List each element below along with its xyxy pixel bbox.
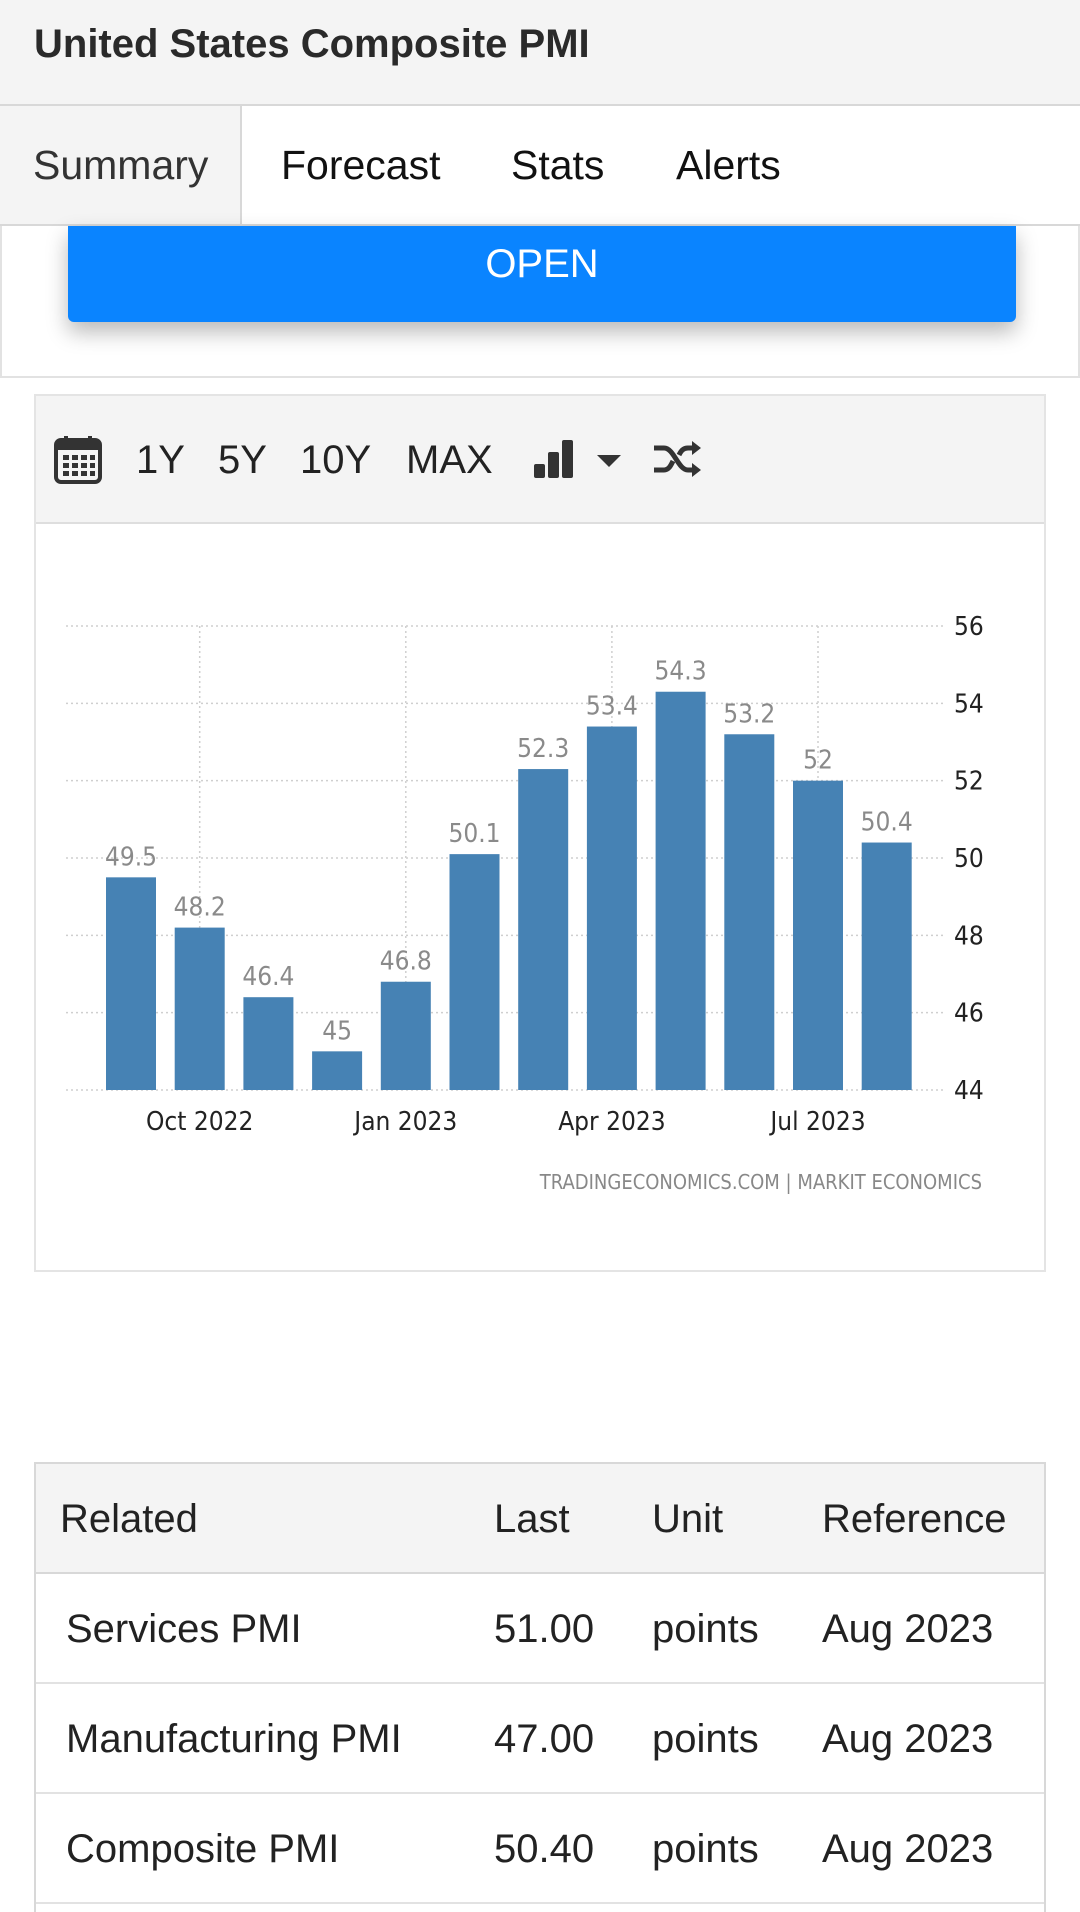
tab-bar: Summary Forecast Stats Alerts <box>0 106 1080 226</box>
y-tick-label: 44 <box>954 1076 984 1106</box>
open-button[interactable]: OPEN <box>68 226 1016 322</box>
data-label: 52.3 <box>517 734 569 764</box>
shuffle-icon[interactable] <box>652 438 702 485</box>
reference-value: Aug 2023 <box>822 1607 994 1651</box>
y-tick-label: 56 <box>954 612 984 642</box>
y-tick-label: 48 <box>954 921 984 951</box>
bar[interactable] <box>724 734 775 1090</box>
chart-panel: 1Y 5Y 10Y MAX 49.5 48.2 46.4 45 46 <box>34 394 1046 1272</box>
data-label: 46.8 <box>380 947 432 977</box>
table-row[interactable]: Manufacturing PMI 47.00 points Aug 2023 <box>36 1684 1044 1794</box>
reference-value: Aug 2023 <box>822 1717 994 1761</box>
caret-down-icon[interactable] <box>596 454 622 473</box>
bar[interactable] <box>586 726 637 1090</box>
data-label: 54.3 <box>655 657 707 687</box>
bar[interactable] <box>793 780 843 1090</box>
header-related: Related <box>60 1497 198 1541</box>
title-bar: United States Composite PMI <box>0 0 1080 106</box>
header-unit: Unit <box>652 1497 724 1541</box>
unit-value: points <box>652 1827 759 1871</box>
related-name-link[interactable]: Services PMI <box>66 1607 302 1651</box>
data-label: 53.4 <box>586 692 638 722</box>
last-value: 47.00 <box>494 1717 595 1761</box>
chart-toolbar: 1Y 5Y 10Y MAX <box>36 396 1044 524</box>
table-row[interactable]: Services PMI 51.00 points Aug 2023 <box>36 1574 1044 1684</box>
related-name-link[interactable]: Composite PMI <box>66 1827 340 1871</box>
header-last: Last <box>494 1497 570 1541</box>
range-10y-button[interactable]: 10Y <box>300 438 372 482</box>
bar[interactable] <box>861 842 912 1090</box>
last-value: 50.40 <box>494 1827 595 1871</box>
page-title: United States Composite PMI <box>34 22 590 66</box>
header-reference: Reference <box>822 1497 1007 1541</box>
data-label: 45 <box>322 1016 352 1046</box>
tab-summary[interactable]: Summary <box>0 106 242 224</box>
chart-source: TRADINGECONOMICS.COM | MARKIT ECONOMICS <box>539 1170 982 1194</box>
table-row[interactable]: Composite PMI 50.40 points Aug 2023 <box>36 1794 1044 1904</box>
bar[interactable] <box>449 854 500 1090</box>
x-tick-label: Jul 2023 <box>768 1107 865 1137</box>
y-tick-label: 52 <box>954 767 984 797</box>
range-max-button[interactable]: MAX <box>406 438 493 482</box>
tab-stats[interactable]: Stats <box>511 142 605 188</box>
data-label: 50.4 <box>861 808 913 838</box>
data-label: 49.5 <box>105 842 157 872</box>
tab-alerts[interactable]: Alerts <box>676 142 781 188</box>
bar[interactable] <box>174 927 225 1090</box>
x-tick-label: Jan 2023 <box>352 1107 457 1137</box>
data-label: 53.2 <box>723 699 775 729</box>
y-tick-label: 54 <box>954 689 984 719</box>
unit-value: points <box>652 1717 759 1761</box>
x-tick-label: Apr 2023 <box>558 1107 665 1137</box>
tab-forecast[interactable]: Forecast <box>281 142 441 188</box>
promo-banner: OPEN <box>0 226 1080 378</box>
related-name-link[interactable]: Manufacturing PMI <box>66 1717 402 1761</box>
bar[interactable] <box>380 981 431 1090</box>
bar[interactable] <box>312 1051 363 1090</box>
pmi-bar-chart: 49.5 48.2 46.4 45 46.8 50.1 52.3 53.4 54.3 53.2 52… <box>66 612 984 1194</box>
last-value: 51.00 <box>494 1607 595 1651</box>
table-header-row: Related Last Unit Reference <box>36 1464 1044 1574</box>
reference-value: Aug 2023 <box>822 1827 994 1871</box>
bar-chart-icon[interactable] <box>532 438 576 485</box>
bar[interactable] <box>518 769 569 1090</box>
y-tick-label: 46 <box>954 999 984 1029</box>
bar[interactable] <box>106 877 156 1090</box>
x-tick-label: Oct 2022 <box>146 1107 253 1137</box>
y-tick-label: 50 <box>954 844 984 874</box>
related-table: Related Last Unit Reference Services PMI… <box>34 1462 1046 1912</box>
calendar-icon[interactable] <box>54 434 102 489</box>
range-5y-button[interactable]: 5Y <box>218 438 267 482</box>
data-label: 46.4 <box>242 962 294 992</box>
range-1y-button[interactable]: 1Y <box>136 438 185 482</box>
unit-value: points <box>652 1607 759 1651</box>
bar[interactable] <box>243 997 294 1090</box>
data-label: 50.1 <box>448 819 500 849</box>
data-label: 48.2 <box>174 893 226 923</box>
bar[interactable] <box>655 691 706 1090</box>
data-label: 52 <box>803 746 833 776</box>
